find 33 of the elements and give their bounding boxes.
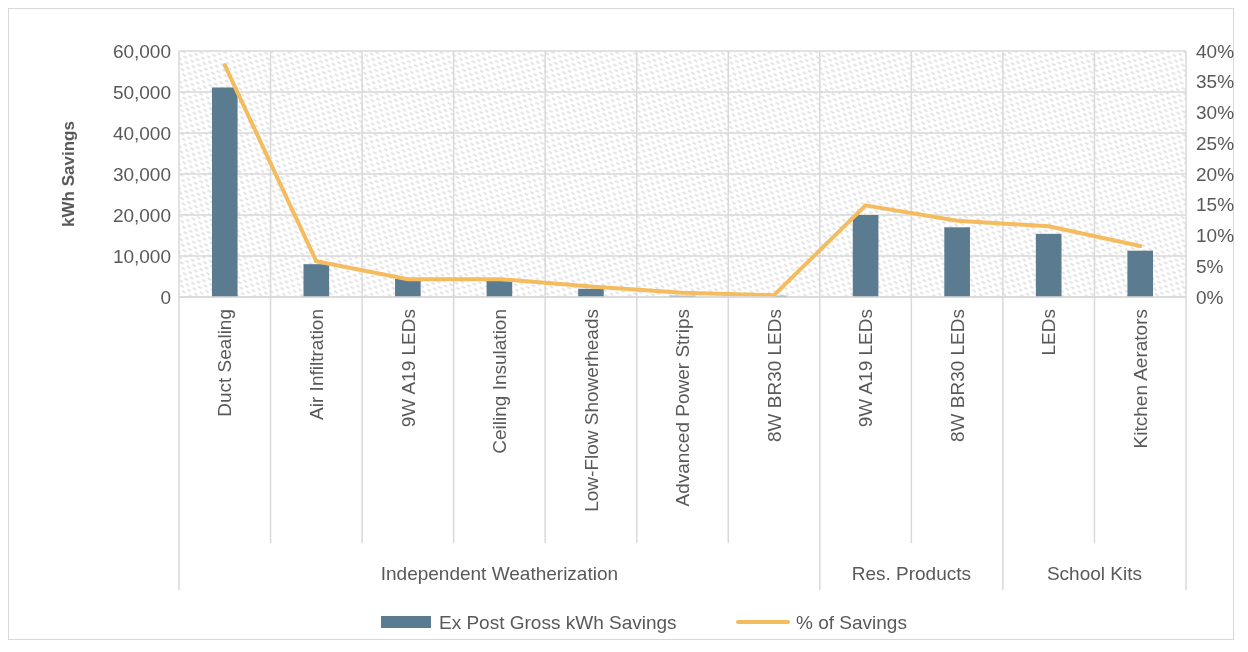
y2-tick-label: 20% [1196, 163, 1235, 185]
x-tick-label: Low-Flow Showerheads [580, 309, 602, 512]
y-axis-title: kWh Savings [59, 121, 78, 227]
x-tick-label: Ceiling Insulation [489, 309, 511, 454]
x-tick-label: 9W A19 LEDs [855, 309, 877, 428]
y-tick-label: 20,000 [112, 204, 171, 226]
y2-tick-label: 40% [1196, 40, 1235, 62]
y-tick-label: 10,000 [112, 245, 171, 267]
legend-label: % of Savings [796, 611, 907, 633]
x-tick-label: 8W BR30 LEDs [763, 309, 785, 443]
x-tick-label: Advanced Power Strips [672, 309, 694, 507]
y2-tick-label: 25% [1196, 132, 1235, 154]
y-tick-label: 40,000 [112, 122, 171, 144]
x-tick-label: Kitchen Aerators [1129, 309, 1151, 449]
y2-tick-label: 0% [1196, 286, 1224, 308]
text: Independent Weatherization [380, 563, 619, 584]
y2-tick-label: 30% [1196, 102, 1235, 124]
legend-label: Ex Post Gross kWh Savings [439, 611, 677, 633]
y2-tick-label: 10% [1196, 225, 1235, 247]
x-tick-label: Air Infiltration [305, 309, 327, 420]
text: Res. Products [851, 563, 972, 584]
x-tick-label: 8W BR30 LEDs [946, 309, 968, 443]
y-tick-label: 50,000 [112, 81, 171, 103]
x-tick-label: LEDs [1038, 309, 1060, 356]
text: School Kits [1046, 563, 1142, 584]
y2-tick-label: 15% [1196, 194, 1235, 216]
x-tick-label: Duct Sealing [214, 309, 236, 417]
y-tick-label: 0 [160, 286, 171, 308]
y2-tick-label: 5% [1196, 255, 1224, 277]
y-tick-label: 60,000 [112, 40, 171, 62]
x-tick-label: 9W A19 LEDs [397, 309, 419, 428]
y2-tick-label: 35% [1196, 71, 1235, 93]
y-tick-label: 30,000 [112, 163, 171, 185]
